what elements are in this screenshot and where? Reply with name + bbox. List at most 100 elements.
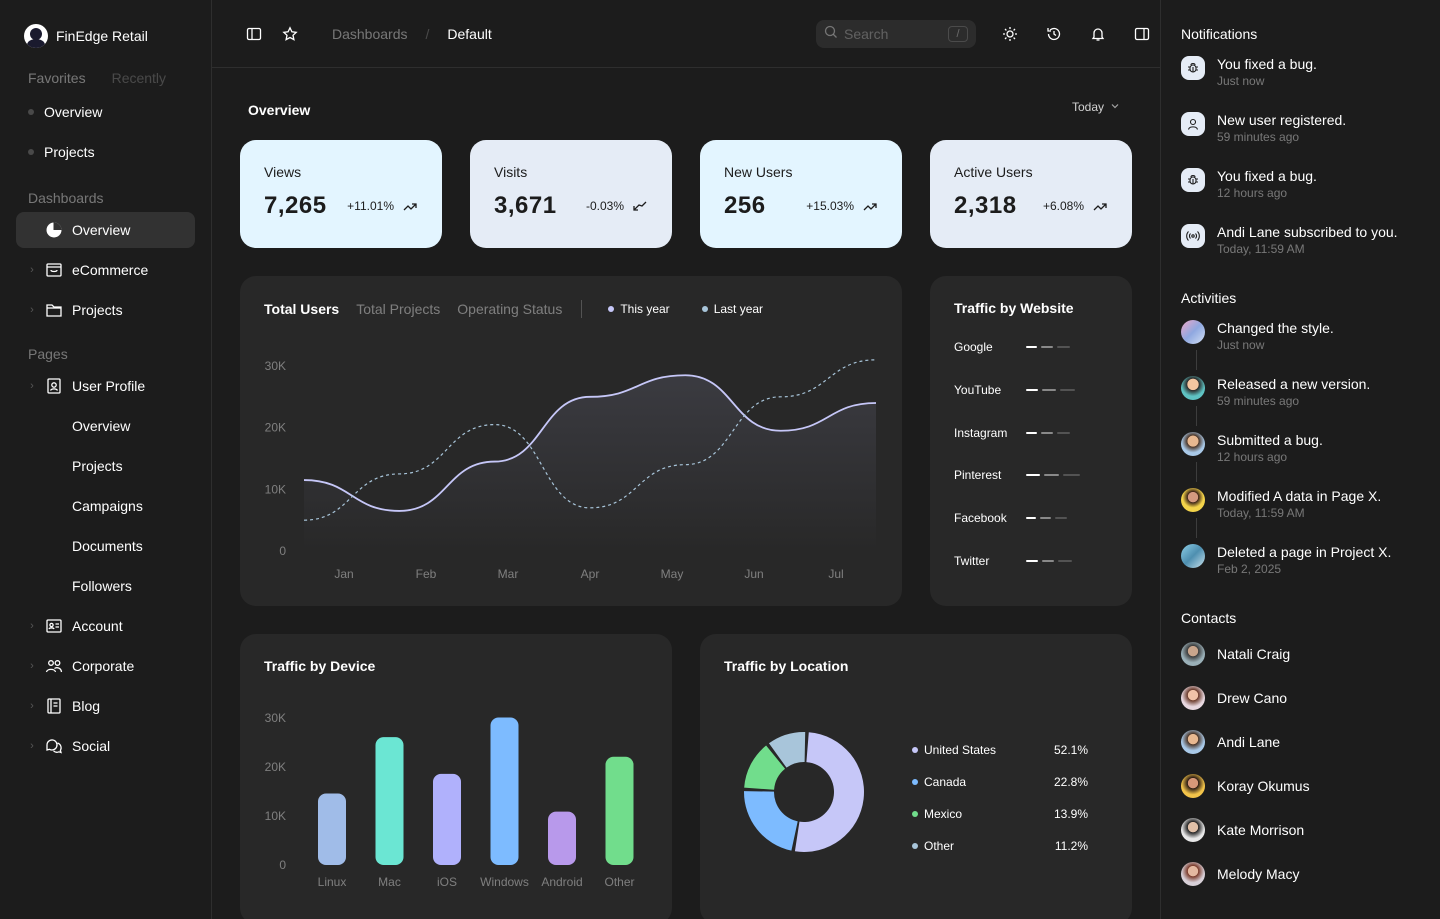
website-bar [1026,346,1070,348]
chevron-right-icon: › [30,700,34,712]
sidebar-item-label: Account [72,618,123,634]
tab-recently[interactable]: Recently [111,70,167,86]
bar-segment [1044,474,1060,477]
notification-item[interactable]: You fixed a bug. 12 hours ago [1181,160,1420,216]
location-row: Canada 22.8% [912,766,1088,798]
activity-text: Modified A data in Page X. Today, 11:59 A… [1217,488,1381,520]
activity-message: Deleted a page in Project X. [1217,544,1392,560]
website-bar [1026,474,1081,477]
chevron-down-icon [1110,100,1120,114]
contact-item[interactable]: Koray Okumus [1181,764,1420,808]
trend-up-icon [1093,203,1107,211]
activity-message: Changed the style. [1217,320,1334,336]
activity-item[interactable]: Deleted a page in Project X. Feb 2, 2025 [1181,536,1420,592]
x-tick-label: Feb [416,567,437,581]
website-bar [1026,431,1070,434]
activity-item[interactable]: Modified A data in Page X. Today, 11:59 A… [1181,480,1420,538]
location-name: Mexico [924,807,963,821]
chevron-right-icon: › [30,660,34,672]
bar-mac [375,737,404,865]
range-select[interactable]: Today [1072,100,1120,114]
contact-item[interactable]: Andi Lane [1181,720,1420,764]
shopping-bag-icon [44,260,64,280]
bar-segment [1026,431,1037,434]
contact-item[interactable]: Kate Morrison [1181,808,1420,852]
sidebar-item-corporate[interactable]: › Corporate [16,648,195,684]
sidebar-sub-overview[interactable]: Overview [72,418,131,434]
avatar [1181,862,1205,886]
breadcrumb-separator: / [425,25,430,42]
sidebar-item-overview[interactable]: Overview [16,212,195,248]
y-tick-label: 0 [279,544,286,558]
traffic-website-card: Traffic by Website Google YouTube Instagra… [930,276,1132,606]
x-tick-label: Jan [334,567,353,581]
sidebar-item-social[interactable]: › Social [16,728,195,764]
sidebar-item-blog[interactable]: › Blog [16,688,195,724]
brand[interactable]: FinEdge Retail [16,20,195,52]
star-icon[interactable] [276,20,304,48]
tab-operating-status[interactable]: Operating Status [457,301,563,317]
bar-segment [1026,346,1037,348]
series-area-this-year [304,375,876,551]
website-row: Twitter [954,554,1073,568]
breadcrumb-default: Default [447,25,492,42]
contact-item[interactable]: Drew Cano [1181,676,1420,720]
sidebar-item-user-profile[interactable]: › User Profile [16,368,195,404]
sidebar-item-account[interactable]: › Account [16,608,195,644]
x-tick-label: Android [541,875,582,889]
activities-title: Activities [1181,290,1237,306]
sidebar-sub-projects[interactable]: Projects [72,458,123,474]
bar-ios [433,773,461,865]
right-panel: Notifications You fixed a bug. Just now Ne… [1160,0,1440,919]
notification-item[interactable]: Andi Lane subscribed to you. Today, 11:59… [1181,216,1420,272]
dashboards-section-title: Dashboards [28,190,104,206]
tab-total-projects[interactable]: Total Projects [356,301,441,317]
contact-item[interactable]: Melody Macy [1181,852,1420,896]
sun-icon[interactable] [996,20,1024,48]
tab-favorites[interactable]: Favorites [28,70,86,86]
traffic-device-bar-chart: 0 10K 20K 30K Linux Mac iOS Windows Android Other [265,711,635,889]
breadcrumb: Dashboards / Default [332,26,492,42]
y-tick-label: 30K [265,711,286,725]
brand-name: FinEdge Retail [56,28,148,44]
tab-total-users[interactable]: Total Users [264,301,340,317]
sidebar-sub-documents[interactable]: Documents [72,538,143,554]
notification-time: Today, 11:59 AM [1217,242,1305,256]
bug-icon [1181,56,1205,80]
sidebar-sub-followers[interactable]: Followers [72,578,132,594]
activity-item[interactable]: Released a new version. 59 minutes ago [1181,368,1420,426]
activity-item[interactable]: Changed the style. Just now [1181,312,1420,370]
sidebar-item-projects[interactable]: › Projects [16,292,195,328]
notification-item[interactable]: New user registered. 59 minutes ago [1181,104,1420,160]
notification-text: New user registered. 59 minutes ago [1217,112,1346,144]
bar-windows [490,717,519,865]
breadcrumb-dashboards[interactable]: Dashboards [332,25,408,42]
contact-name: Drew Cano [1217,690,1288,706]
sidebar-toggle-icon[interactable] [240,20,268,48]
activity-item[interactable]: Submitted a bug. 12 hours ago [1181,424,1420,482]
history-icon[interactable] [1040,20,1068,48]
favorite-item-overview[interactable]: Overview [16,92,195,132]
notification-item[interactable]: You fixed a bug. Just now [1181,48,1420,104]
id-card-icon [44,616,64,636]
stat-change: +6.08% [1042,199,1084,213]
bell-icon[interactable] [1084,20,1112,48]
website-name: YouTube [954,382,1002,397]
bar-segment [1026,517,1036,520]
search-input[interactable] [844,26,940,42]
notification-message: New user registered. [1217,112,1347,128]
bug-icon [1181,168,1205,192]
stat-change: +11.01% [347,199,394,213]
location-legend: United States 52.1% Canada 22.8% Mexico … [912,734,1088,862]
chart-tabs: Total Users Total Projects Operating Sta… [264,300,795,318]
website-name: Pinterest [954,468,1002,483]
stat-card-visits: Visits 3,671 -0.03% [470,140,672,248]
contact-item[interactable]: Natali Craig [1181,632,1420,676]
sidebar-item-ecommerce[interactable]: › eCommerce [16,252,195,288]
sidebar-sub-campaigns[interactable]: Campaigns [72,498,143,514]
header-actions [996,20,1164,48]
panel-toggle-icon[interactable] [1128,20,1156,48]
legend-dot [912,779,918,785]
favorite-item-projects[interactable]: Projects [16,132,195,172]
